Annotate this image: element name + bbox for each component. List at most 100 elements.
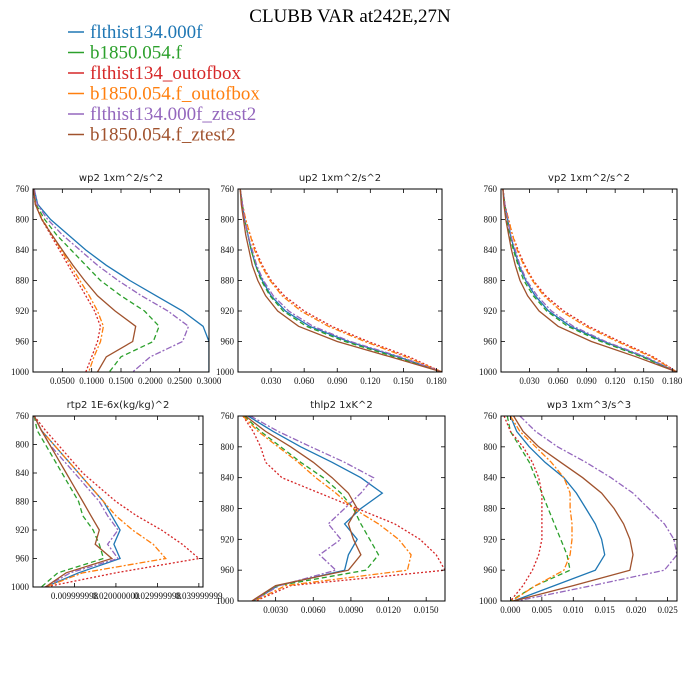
panel-5-line-1: [506, 416, 571, 601]
panel-1-line-1: [239, 189, 442, 372]
panel-3-ytick-label-1: 800: [16, 440, 30, 450]
panel-2-xtick-label-3: 0.120: [605, 376, 626, 386]
panel-0-line-0: [33, 189, 209, 372]
panel-1-xtick-label-3: 0.120: [360, 376, 381, 386]
panel-title-4: thlp2 1xK^2: [310, 400, 373, 411]
panel-1-xtick-label-1: 0.060: [294, 376, 315, 386]
panel-0-xtick-label-5: 0.3000: [197, 376, 222, 386]
panel-5-xtick-label-1: 0.005: [532, 605, 553, 615]
panel-3-xtick-label-0: 0.009999998: [51, 591, 99, 601]
panel-2-line-2: [502, 189, 677, 372]
panel-4-line-0: [247, 416, 384, 601]
panel-3-line-3: [33, 416, 167, 587]
panel-4-xtick-label-3: 0.0120: [376, 605, 401, 615]
legend-label-2: flthist134_outofbox: [90, 63, 241, 84]
panel-1-ytick-label-2: 840: [221, 245, 235, 255]
panel-4-ytick-label-2: 840: [221, 473, 235, 483]
panel-0-ytick-label-0: 760: [16, 184, 30, 194]
legend-label-5: b1850.054.f_ztest2: [90, 125, 236, 146]
legend-label-0: flthist134.000f: [90, 22, 203, 43]
panel-4-ytick-label-0: 760: [221, 411, 235, 421]
panel-5-xtick-label-0: 0.000: [500, 605, 521, 615]
panel-5-xtick-label-5: 0.025: [657, 605, 678, 615]
panel-4-xtick-label-1: 0.0060: [301, 605, 326, 615]
panel-0-line-1: [33, 189, 160, 372]
panel-5-ytick-label-5: 960: [484, 565, 498, 575]
panel-0: wp2 1xm^2/s^2 760 800 840 880 920 960 1000 0.050…: [11, 173, 222, 386]
panel-2-xtick-label-4: 0.150: [634, 376, 655, 386]
panel-3-line-4: [33, 416, 120, 587]
panel-3-ytick-label-2: 840: [16, 468, 30, 478]
legend-label-3: b1850.054.f_outofbox: [90, 84, 260, 105]
panel-1: up2 1xm^2/s^2 760 800 840 880 920 960 1000 0.030…: [216, 173, 447, 386]
panel-5-line-0: [509, 416, 606, 601]
panel-title-3: rtp2 1E-6x(kg/kg)^2: [67, 400, 170, 411]
panel-1-ytick-label-3: 880: [221, 276, 235, 286]
panel-2-ytick-label-6: 1000: [479, 367, 498, 377]
panel-4-xtick-label-2: 0.0090: [339, 605, 364, 615]
panel-0-ytick-label-3: 880: [16, 276, 30, 286]
panel-1-ytick-label-5: 960: [221, 337, 235, 347]
panel-3-xtick-label-2: 0.029999998: [134, 591, 182, 601]
panel-5-ytick-label-3: 880: [484, 504, 498, 514]
panel-3-ytick-label-0: 760: [16, 411, 30, 421]
panel-3-line-2: [33, 416, 201, 587]
panel-frame-0: [32, 188, 210, 373]
panel-4-line-4: [250, 416, 375, 601]
panel-0-line-3: [33, 189, 105, 372]
panel-1-xtick-label-0: 0.030: [261, 376, 282, 386]
panel-5-ytick-label-2: 840: [484, 473, 498, 483]
chart-panels: wp2 1xm^2/s^2 760 800 840 880 920 960 1000 0.050…: [11, 173, 683, 615]
panel-frame-2: [500, 188, 678, 373]
panel-5-ytick-label-6: 1000: [479, 596, 498, 606]
panel-3-xtick-label-1: 0.020000000: [92, 591, 140, 601]
panel-5-series: [503, 416, 677, 601]
panel-2-ytick-label-2: 840: [484, 245, 498, 255]
legend-label-4: flthist134.000f_ztest2: [90, 104, 256, 125]
panel-4: thlp2 1xK^2 760 800 840 880 920 960 1000 0.0030 0…: [216, 400, 446, 615]
panel-0-line-4: [33, 189, 190, 372]
panel-2-line-5: [502, 189, 677, 372]
panel-0-ytick-label-6: 1000: [11, 367, 30, 377]
panel-1-ytick-label-4: 920: [221, 306, 235, 316]
panel-3-series: [33, 416, 201, 587]
panel-1-series: [239, 189, 442, 372]
panel-0-ytick-label-5: 960: [16, 337, 30, 347]
panel-5-ytick-label-0: 760: [484, 411, 498, 421]
panel-1-line-3: [239, 189, 442, 372]
panel-0-xtick-label-4: 0.2500: [167, 376, 192, 386]
panel-5-ytick-label-1: 800: [484, 442, 498, 452]
panel-4-xtick-label-0: 0.0030: [263, 605, 288, 615]
panel-0-xtick-label-3: 0.2000: [138, 376, 163, 386]
panel-3-xtick-label-3: 0.039999999: [175, 591, 223, 601]
panel-0-series: [33, 189, 209, 372]
panel-title-1: up2 1xm^2/s^2: [299, 173, 381, 184]
panel-0-line-5: [33, 189, 137, 372]
panel-5-line-5: [513, 416, 634, 601]
panel-2-line-1: [502, 189, 677, 372]
panel-1-xtick-label-5: 0.180: [426, 376, 447, 386]
panel-1-ytick-label-1: 800: [221, 215, 235, 225]
panel-4-series: [242, 416, 445, 601]
panel-4-ytick-label-1: 800: [221, 442, 235, 452]
panel-2-ytick-label-1: 800: [484, 215, 498, 225]
panel-5: wp3 1xm^3/s^3 760 800 840 880 920 960 10000.000…: [479, 400, 678, 615]
panel-1-line-2: [239, 189, 442, 372]
panel-1-ytick-label-0: 760: [221, 184, 235, 194]
panel-0-ytick-label-1: 800: [16, 215, 30, 225]
panel-0-xtick-label-1: 0.1000: [79, 376, 104, 386]
panel-2-ytick-label-3: 880: [484, 276, 498, 286]
panel-3: rtp2 1E-6x(kg/kg)^2 760 800 840 880 920 960 100…: [11, 400, 223, 601]
panel-4-ytick-label-5: 960: [221, 565, 235, 575]
legend-label-1: b1850.054.f: [90, 43, 183, 64]
panel-title-5: wp3 1xm^3/s^3: [547, 400, 631, 411]
panel-2-xtick-label-1: 0.060: [548, 376, 569, 386]
figure-title: CLUBB VAR at242E,27N: [249, 6, 451, 27]
panel-1-xtick-label-2: 0.090: [327, 376, 348, 386]
panel-0-ytick-label-2: 840: [16, 245, 30, 255]
panel-3-line-1: [33, 416, 105, 587]
panel-4-xtick-label-4: 0.0150: [414, 605, 439, 615]
panel-3-ytick-label-6: 1000: [11, 582, 30, 592]
panel-0-xtick-label-2: 0.1500: [109, 376, 134, 386]
